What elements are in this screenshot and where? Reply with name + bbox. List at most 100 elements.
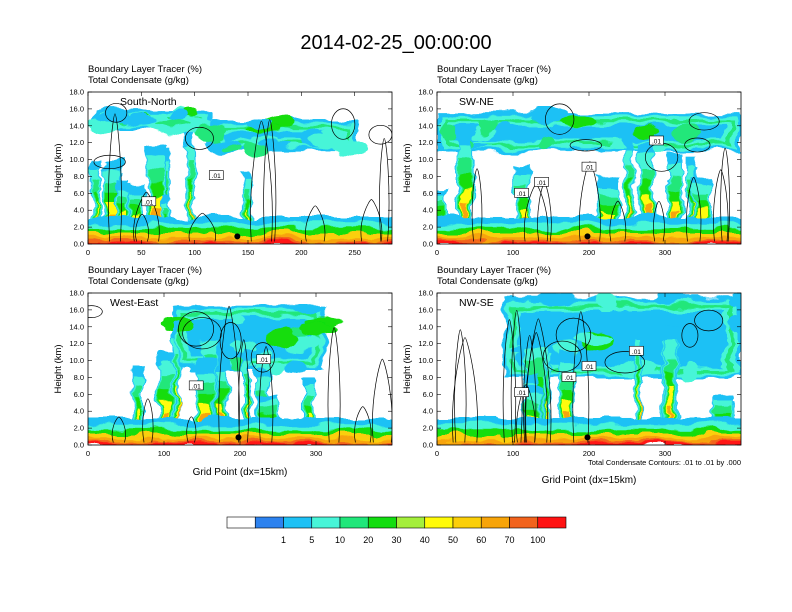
x-axis-label: Grid Point (dx=15km) <box>193 467 288 478</box>
y-tick-label: 18.0 <box>69 88 84 97</box>
tracer-field <box>88 293 392 445</box>
x-tick-label: 200 <box>583 248 596 257</box>
panel-subtitle: Boundary Layer Tracer (%) <box>437 265 551 276</box>
contour-label: .01 <box>652 138 661 145</box>
y-axis-label: Height (km) <box>53 344 64 393</box>
colorbar-swatch <box>367 516 397 529</box>
y-tick-label: 8.0 <box>74 172 84 181</box>
panel-label: West-East <box>110 297 158 309</box>
contour-label: .01 <box>259 357 268 364</box>
figure-title: 2014-02-25_00:00:00 <box>300 32 491 54</box>
colorbar-swatch <box>226 516 256 529</box>
contour-label-box <box>629 345 644 356</box>
y-axis-label: Height (km) <box>53 143 64 192</box>
y-tick-label: 10.0 <box>418 356 433 365</box>
x-tick-label: 200 <box>583 449 596 458</box>
y-tick-label: 16.0 <box>418 305 433 314</box>
colorbar-swatch <box>424 516 454 529</box>
colorbar-label: 60 <box>476 535 486 545</box>
y-tick-label: 14.0 <box>418 121 433 130</box>
x-tick-label: 0 <box>435 449 439 458</box>
colorbar-label: 40 <box>420 535 430 545</box>
colorbar-swatch <box>480 516 510 529</box>
y-axis-label: Height (km) <box>402 344 413 393</box>
x-tick-label: 100 <box>158 449 171 458</box>
y-tick-label: 18.0 <box>418 289 433 298</box>
y-tick-label: 14.0 <box>69 121 84 130</box>
colorbar-label: 50 <box>448 535 458 545</box>
contour-label-box <box>534 177 549 187</box>
y-tick-label: 0.0 <box>423 441 433 450</box>
y-tick-label: 4.0 <box>74 206 84 215</box>
y-tick-label: 14.0 <box>69 322 84 331</box>
contour-label: .01 <box>584 364 593 371</box>
y-tick-label: 10.0 <box>69 155 84 164</box>
condensate-contours <box>88 305 392 443</box>
contour-label: .01 <box>212 173 221 180</box>
y-tick-label: 6.0 <box>74 189 84 198</box>
y-tick-label: 6.0 <box>423 390 433 399</box>
location-marker <box>235 434 242 441</box>
contour-label: .01 <box>517 390 526 397</box>
contour-label-box <box>141 196 157 207</box>
y-tick-label: 2.0 <box>423 424 433 433</box>
y-tick-label: 12.0 <box>69 339 84 348</box>
x-axis-label: Grid Point (dx=15km) <box>542 475 637 486</box>
y-tick-label: 2.0 <box>74 424 84 433</box>
contour-label-box <box>581 361 597 371</box>
panel-label: South-North <box>120 96 177 108</box>
colorbar-label: 5 <box>309 535 314 545</box>
y-tick-label: 8.0 <box>423 172 433 181</box>
y-tick-label: 12.0 <box>418 339 433 348</box>
y-tick-label: 18.0 <box>69 289 84 298</box>
panel-4: Boundary Layer Tracer (%)Total Condensat… <box>402 265 742 486</box>
y-tick-label: 0.0 <box>423 240 433 249</box>
contour-label-box <box>514 188 529 198</box>
x-tick-label: 300 <box>659 248 672 257</box>
panel-subtitle: Total Condensate (g/kg) <box>88 75 189 86</box>
y-tick-label: 4.0 <box>423 407 433 416</box>
panel-label: NW-SE <box>459 297 494 309</box>
condensate-contours <box>471 103 730 242</box>
y-tick-label: 4.0 <box>74 407 84 416</box>
panel-subtitle: Boundary Layer Tracer (%) <box>88 265 202 276</box>
panel-frame <box>87 91 393 245</box>
contour-label: .01 <box>584 165 593 172</box>
colorbar-swatch <box>339 516 369 529</box>
y-tick-label: 18.0 <box>418 88 433 97</box>
x-tick-label: 100 <box>507 449 520 458</box>
y-tick-label: 12.0 <box>69 138 84 147</box>
y-tick-label: 10.0 <box>418 155 433 164</box>
colorbar-label: 70 <box>504 535 514 545</box>
contour-label-box <box>649 135 664 146</box>
colorbar-swatch <box>283 516 313 529</box>
y-tick-label: 10.0 <box>69 356 84 365</box>
contour-label-box <box>514 387 529 397</box>
y-axis-label: Height (km) <box>402 143 413 192</box>
colorbar-swatch <box>509 516 539 529</box>
y-tick-label: 2.0 <box>423 223 433 232</box>
panel-1: Boundary Layer Tracer (%)Total Condensat… <box>53 64 393 257</box>
contour-label: .01 <box>632 349 641 356</box>
x-tick-label: 0 <box>86 449 90 458</box>
y-tick-label: 8.0 <box>74 373 84 382</box>
y-tick-label: 0.0 <box>74 240 84 249</box>
y-tick-label: 6.0 <box>74 390 84 399</box>
x-tick-label: 300 <box>659 449 672 458</box>
y-tick-label: 14.0 <box>418 322 433 331</box>
colorbar-swatch <box>452 516 482 529</box>
panel-label: SW-NE <box>459 96 494 108</box>
colorbar: 1 5 10 20 30 40 50 60 70 100 <box>226 516 567 545</box>
location-marker <box>584 434 591 441</box>
panel-subtitle: Total Condensate (g/kg) <box>88 276 189 287</box>
x-tick-label: 150 <box>242 248 255 257</box>
colorbar-swatch <box>537 516 567 529</box>
x-tick-label: 0 <box>86 248 90 257</box>
colorbar-label: 100 <box>530 535 545 545</box>
tracer-field <box>88 92 392 244</box>
contour-label-box <box>256 354 272 365</box>
y-tick-label: 0.0 <box>74 441 84 450</box>
location-marker <box>234 233 241 240</box>
y-tick-label: 16.0 <box>69 104 84 113</box>
